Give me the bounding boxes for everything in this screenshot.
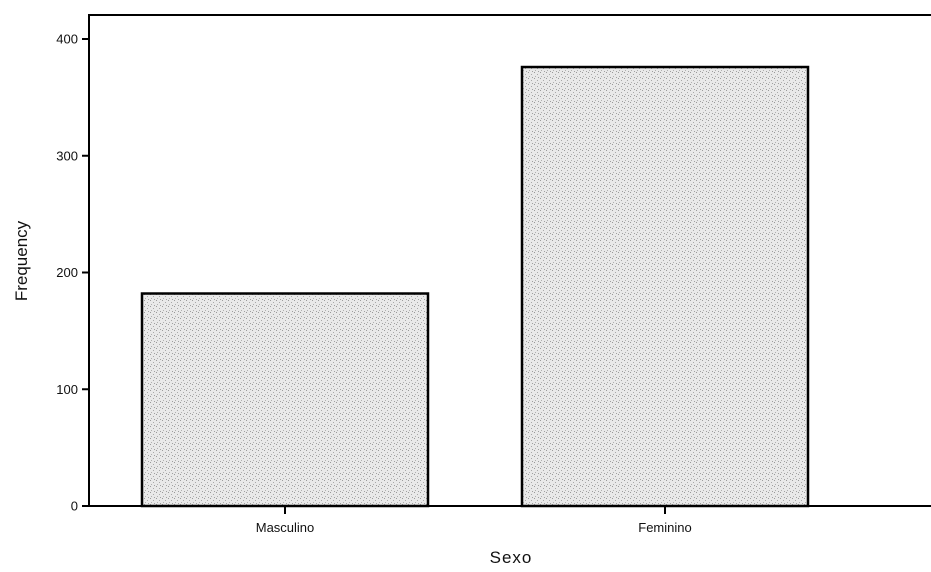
y-tick-label: 0 <box>71 499 78 514</box>
y-axis-title: Frequency <box>12 220 31 301</box>
bars-group <box>140 65 810 508</box>
bar-feminino <box>520 65 810 508</box>
y-tick-label: 100 <box>56 382 78 397</box>
x-ticks-group: Masculino Feminino <box>256 506 692 535</box>
x-tick-label: Feminino <box>638 520 691 535</box>
y-tick-label: 300 <box>56 148 78 163</box>
y-tick-label: 200 <box>56 265 78 280</box>
y-tick-label: 400 <box>56 32 78 47</box>
x-tick-label: Masculino <box>256 520 315 535</box>
bar-masculino <box>140 292 430 508</box>
x-axis-title: Sexo <box>490 548 533 567</box>
y-ticks-group: 0 100 200 300 400 <box>56 32 89 514</box>
